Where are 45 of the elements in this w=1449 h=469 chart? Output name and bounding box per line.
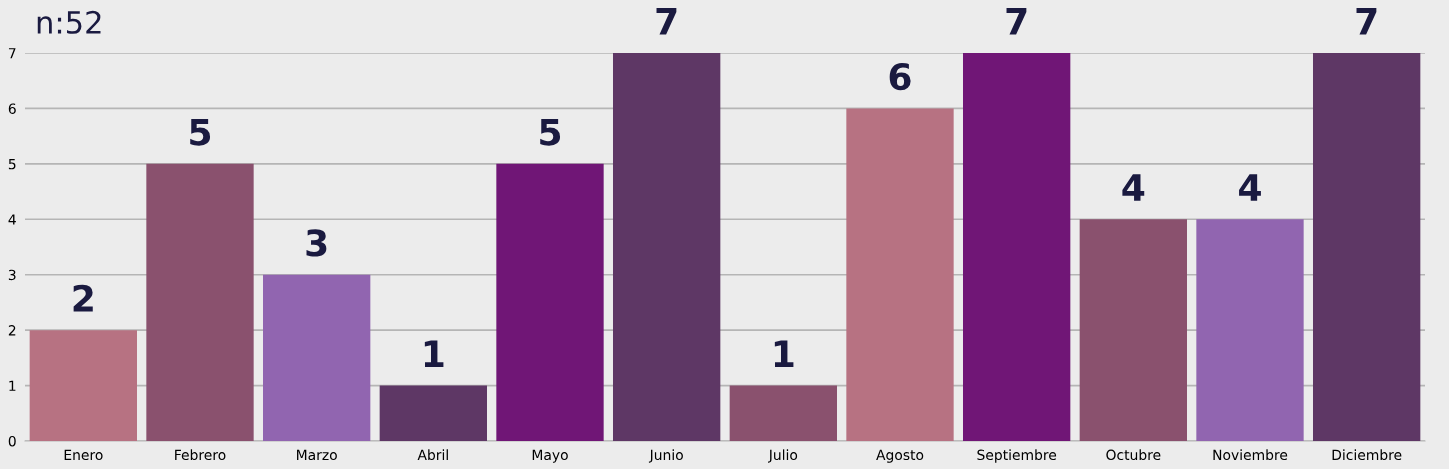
bar — [496, 163, 604, 441]
data-label: 1 — [424, 340, 444, 367]
chart-title: n:52 — [37, 10, 101, 34]
bar — [146, 163, 254, 441]
x-tick-label: Febrero — [175, 449, 226, 461]
x-tick-label: Noviembre — [1213, 449, 1288, 461]
y-tick-label: 2 — [8, 325, 16, 336]
bar — [263, 274, 371, 441]
bar — [1079, 219, 1187, 441]
data-label: 5 — [540, 118, 561, 146]
y-tick-label: 3 — [8, 269, 16, 281]
x-tick-label: Junio — [648, 449, 683, 463]
y-tick-label: 7 — [8, 48, 16, 59]
y-tick-label: 1 — [9, 380, 16, 391]
y-tick-label: 0 — [8, 435, 16, 447]
x-tick-label: Abril — [417, 449, 448, 461]
x-tick-label: Mayo — [532, 449, 568, 463]
bar — [1313, 53, 1421, 441]
x-tick-label: Septiembre — [977, 449, 1057, 463]
x-tick-label: Julio — [768, 449, 798, 463]
data-label: 3 — [306, 229, 327, 257]
bar — [613, 53, 721, 441]
data-label: 7 — [656, 8, 677, 35]
bar — [1196, 219, 1304, 441]
bar — [846, 108, 954, 441]
x-tick-label: Diciembre — [1332, 449, 1402, 461]
data-label: 1 — [774, 340, 794, 367]
x-tick-label: Agosto — [876, 449, 924, 463]
bar — [29, 330, 137, 441]
x-tick-label: Enero — [64, 449, 103, 461]
data-label: 5 — [190, 118, 211, 146]
x-tick-label: Octubre — [1106, 449, 1161, 461]
y-tick-label: 5 — [8, 159, 16, 170]
bar — [379, 385, 487, 441]
y-tick-label: 6 — [8, 103, 16, 114]
data-label: 7 — [1006, 8, 1027, 35]
data-label: 6 — [889, 63, 911, 91]
data-label: 2 — [73, 284, 93, 312]
bar — [963, 53, 1071, 441]
data-label: 7 — [1356, 8, 1377, 35]
x-tick-label: Marzo — [297, 449, 337, 461]
bar — [729, 385, 837, 441]
data-label: 4 — [1122, 174, 1145, 201]
y-tick-label: 4 — [8, 214, 16, 225]
data-label: 4 — [1239, 174, 1261, 201]
